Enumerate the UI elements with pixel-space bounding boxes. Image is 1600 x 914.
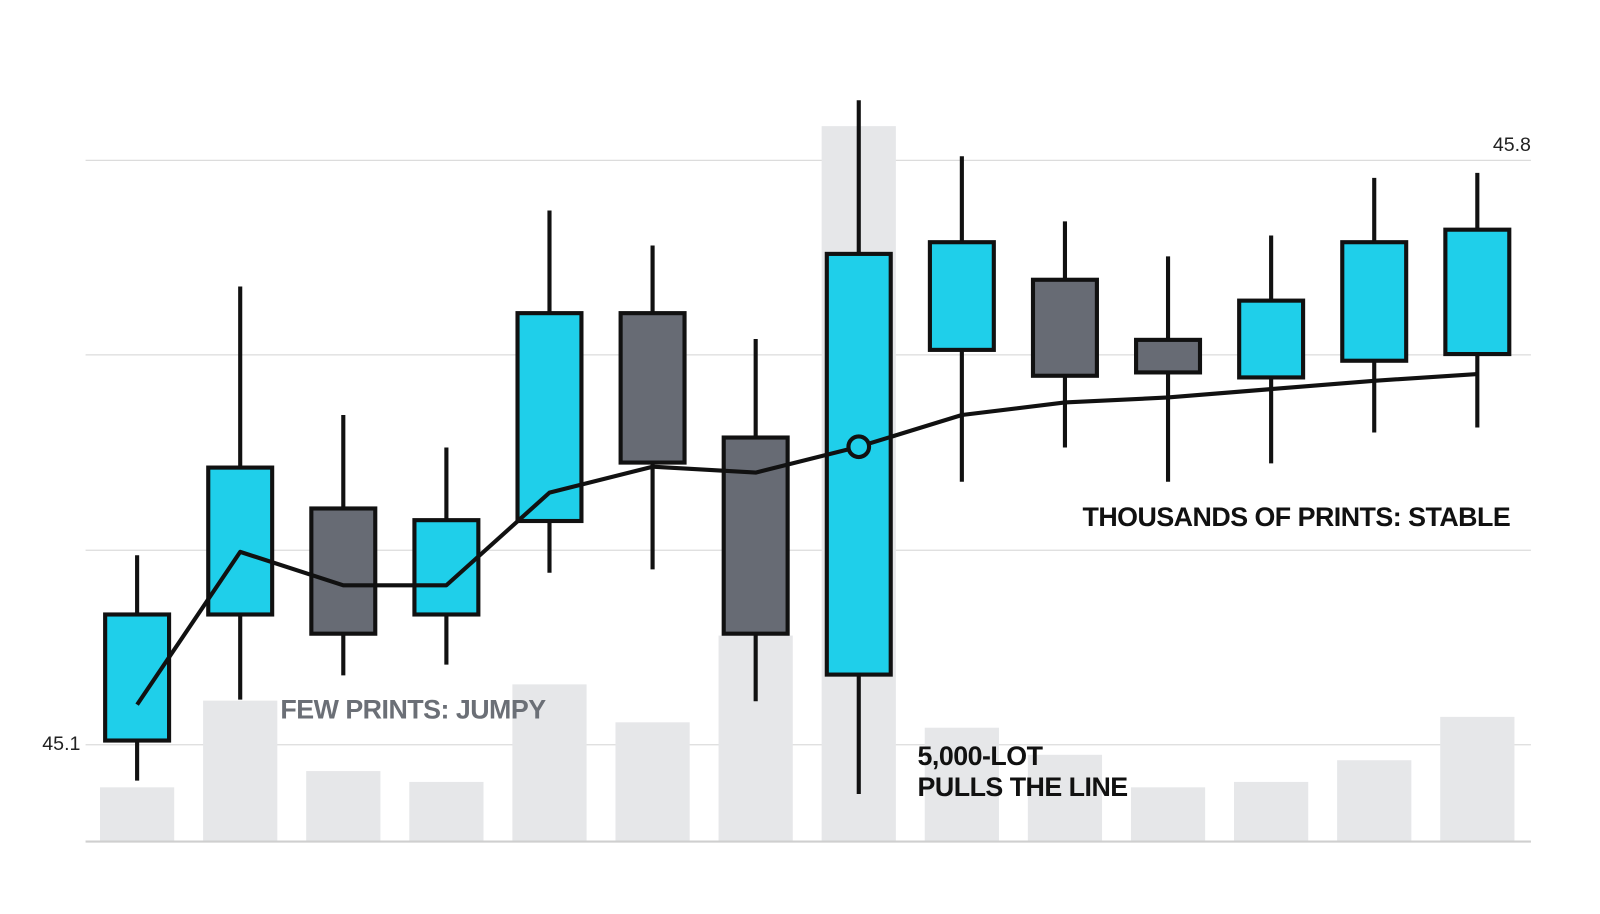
volume-bar (512, 684, 587, 842)
annotation: FEW PRINTS: JUMPY (280, 695, 546, 725)
volume-bar (1234, 781, 1309, 842)
volume-bar (924, 727, 999, 842)
candle-body (618, 311, 687, 465)
volume-bar (100, 787, 175, 842)
candle-body (309, 506, 378, 636)
volume-bar (1027, 754, 1103, 842)
candle-body (1134, 337, 1203, 375)
annotation: THOUSANDS OF PRINTS: STABLE (1082, 502, 1510, 532)
candle-body (103, 612, 172, 743)
annotation: 5,000-LOT (918, 741, 1044, 771)
y-tick-label: 45.8 (1493, 134, 1531, 156)
line-marker (846, 434, 872, 460)
candle-body (515, 311, 584, 524)
volume-bar (306, 771, 381, 842)
candle-body (1340, 240, 1409, 363)
volume-bar (203, 700, 278, 842)
volume-bar (1337, 760, 1412, 842)
candle-body (1237, 298, 1306, 380)
volume-bar (1440, 716, 1515, 842)
candle-body (206, 465, 275, 617)
candle-body (1030, 277, 1099, 378)
volume-bar (615, 722, 690, 842)
volume-bar (1130, 787, 1206, 842)
volume-bar (409, 781, 484, 842)
y-tick-label: 45.1 (42, 733, 80, 755)
candle-body (1443, 227, 1512, 357)
average-line (135, 372, 1478, 706)
candle-body (927, 240, 996, 352)
candle-body (824, 251, 893, 677)
annotation: PULLS THE LINE (918, 772, 1128, 802)
